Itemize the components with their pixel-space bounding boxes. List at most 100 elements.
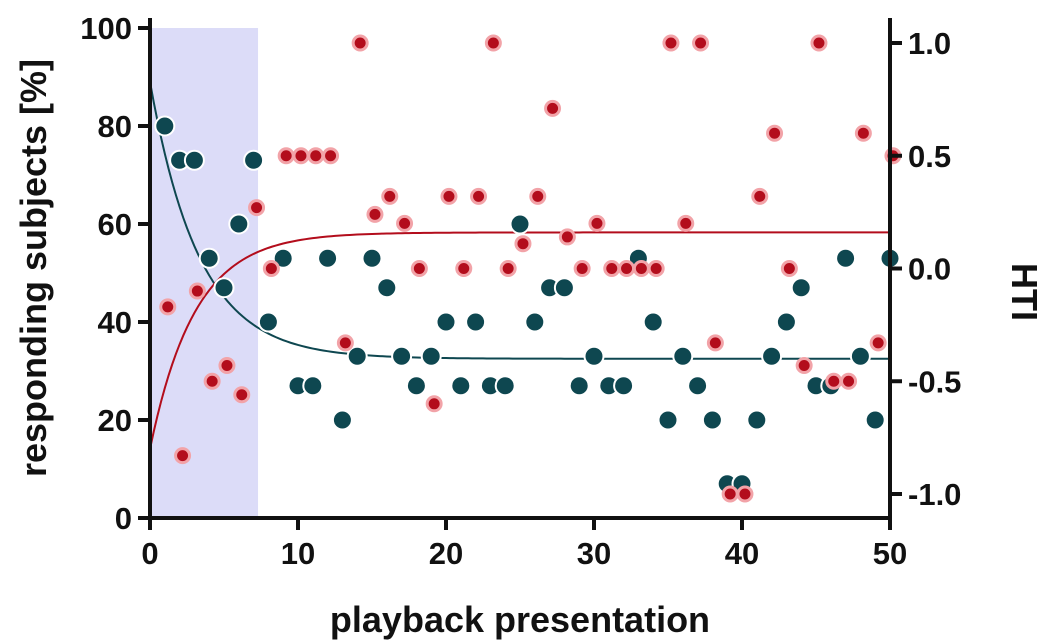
point-hti: [248, 199, 266, 217]
x-tick-label: 30: [577, 536, 611, 571]
point-hti: [632, 260, 650, 277]
y-left-tick-label: 0: [115, 501, 132, 536]
point-hti: [440, 187, 458, 205]
x-axis-label: playback presentation: [330, 599, 710, 640]
point-responding: [672, 345, 694, 367]
point-hti: [470, 187, 488, 205]
point-hti: [677, 214, 695, 232]
point-hti: [706, 334, 724, 352]
point-hti: [573, 260, 591, 277]
y-right-tick-label: -0.5: [908, 364, 961, 399]
point-hti: [603, 260, 621, 277]
point-responding: [302, 375, 324, 397]
point-hti: [795, 356, 813, 374]
point-responding: [583, 345, 605, 367]
point-responding: [331, 409, 353, 431]
x-tick-label: 40: [725, 536, 759, 571]
point-hti: [218, 356, 236, 374]
point-responding: [613, 375, 635, 397]
point-hti: [840, 372, 858, 390]
y-left-tick-label: 20: [98, 403, 132, 438]
point-responding: [509, 213, 531, 235]
point-responding: [790, 277, 812, 299]
point-hti: [618, 260, 636, 277]
point-responding: [376, 277, 398, 299]
point-responding: [317, 247, 339, 269]
point-hti: [647, 260, 665, 277]
point-hti: [455, 260, 473, 277]
y-right-tick-label: 0.5: [908, 139, 951, 174]
point-hti: [854, 124, 872, 142]
shaded-region: [150, 28, 259, 518]
y-right-tick-label: -1.0: [908, 477, 961, 512]
point-hti: [366, 205, 384, 223]
y-axis-left-label: responding subjects [%]: [13, 59, 54, 477]
point-responding: [257, 311, 279, 333]
point-hti: [396, 214, 414, 232]
point-hti: [544, 99, 562, 117]
point-responding: [864, 409, 886, 431]
y-right-tick-label: 0.0: [908, 252, 951, 287]
point-hti: [484, 34, 502, 52]
point-hti: [825, 372, 843, 390]
point-hti: [751, 187, 769, 205]
point-hti: [381, 187, 399, 205]
y-right-tick-label: 1.0: [908, 26, 951, 61]
point-responding: [687, 375, 709, 397]
point-responding: [849, 345, 871, 367]
fit-curve-hti: [149, 231, 890, 450]
point-hti: [766, 124, 784, 142]
x-tick-label: 0: [141, 536, 158, 571]
point-hti: [307, 147, 325, 165]
point-hti: [588, 214, 606, 232]
point-responding: [746, 409, 768, 431]
point-responding: [183, 149, 205, 171]
point-responding: [553, 277, 575, 299]
point-responding: [761, 345, 783, 367]
point-hti: [159, 298, 177, 316]
point-hti: [692, 34, 710, 52]
point-responding: [465, 311, 487, 333]
point-hti: [558, 228, 576, 246]
point-hti: [233, 386, 251, 404]
point-hti: [292, 147, 310, 165]
point-responding: [657, 409, 679, 431]
point-hti: [529, 187, 547, 205]
point-responding: [272, 247, 294, 269]
point-hti: [869, 334, 887, 352]
point-responding: [391, 345, 413, 367]
point-responding: [642, 311, 664, 333]
point-hti: [514, 235, 532, 253]
point-hti: [425, 395, 443, 413]
point-responding: [435, 311, 457, 333]
point-responding: [775, 311, 797, 333]
x-tick-label: 50: [873, 536, 907, 571]
point-responding: [450, 375, 472, 397]
point-hti: [736, 485, 754, 503]
point-hti: [499, 260, 517, 277]
point-hti: [662, 34, 680, 52]
point-responding: [213, 277, 235, 299]
point-responding: [228, 213, 250, 235]
point-responding: [154, 115, 176, 137]
point-hti: [174, 447, 192, 465]
point-hti: [203, 372, 221, 390]
point-hti: [188, 282, 206, 300]
y-left-tick-label: 40: [98, 305, 132, 340]
point-responding: [524, 311, 546, 333]
point-hti: [410, 260, 428, 277]
point-responding: [198, 247, 220, 269]
point-hti: [351, 34, 369, 52]
point-hti: [262, 260, 280, 277]
point-hti: [322, 147, 340, 165]
x-tick-label: 20: [429, 536, 463, 571]
point-hti: [721, 485, 739, 503]
point-responding: [420, 345, 442, 367]
x-tick-label: 10: [281, 536, 315, 571]
point-responding: [243, 149, 265, 171]
point-hti: [336, 334, 354, 352]
point-hti: [810, 34, 828, 52]
point-responding: [494, 375, 516, 397]
point-hti: [780, 260, 798, 277]
